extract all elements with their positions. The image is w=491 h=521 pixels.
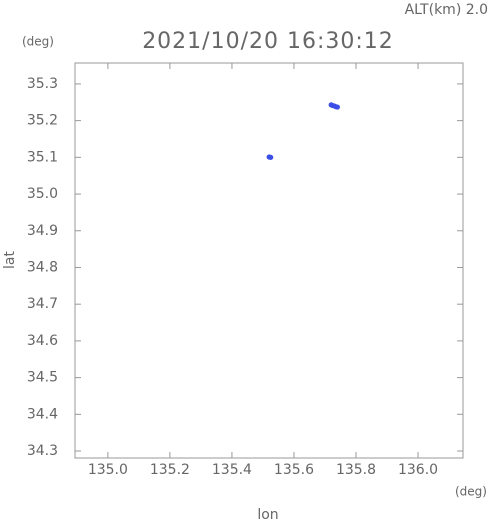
y-tick-label: 34.5 [27,370,58,386]
y-tick-label: 35.2 [27,113,58,129]
x-axis-label: lon [257,507,278,521]
y-tick-label: 34.6 [27,333,58,349]
y-axis-label: lat [2,251,18,269]
x-tick-label: 135.0 [88,462,128,478]
chart-subtitle: ALT(km) 2.0 [405,2,488,18]
y-tick-label: 35.3 [27,76,58,92]
point [334,104,340,110]
x-tick-label: 135.8 [336,462,376,478]
point [268,154,274,160]
y-unit: (deg) [22,35,54,49]
x-unit: (deg) [455,485,487,499]
y-tick-label: 35.0 [27,186,58,202]
y-tick-label: 34.3 [27,443,58,459]
y-tick-label: 34.9 [27,223,58,239]
y-tick-label: 35.1 [27,149,58,165]
chart-title: 2021/10/20 16:30:12 [142,29,394,54]
plot-frame [74,62,464,459]
y-tick-label: 34.8 [27,259,58,275]
y-tick-label: 34.7 [27,296,58,312]
x-tick-label: 135.4 [212,462,252,478]
x-tick-label: 136.0 [398,462,438,478]
x-tick-label: 135.6 [274,462,314,478]
x-tick-label: 135.2 [150,462,190,478]
y-tick-label: 34.4 [27,406,58,422]
